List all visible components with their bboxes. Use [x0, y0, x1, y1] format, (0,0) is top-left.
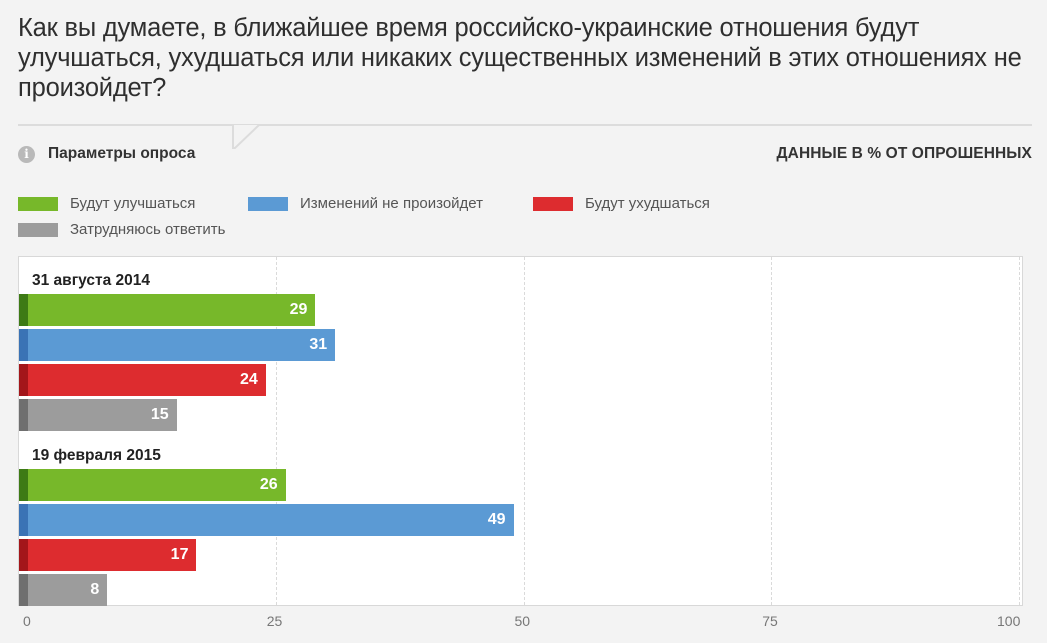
- legend-label-no-change: Изменений не произойдет: [300, 195, 484, 212]
- bar-start-cap: [19, 399, 28, 431]
- bar: 26: [19, 469, 286, 501]
- bar-value-label: 24: [240, 371, 258, 388]
- legend-swatch-improve: [18, 196, 58, 211]
- bar: 15: [19, 399, 177, 431]
- legend-item-undecided[interactable]: Затрудняюсь ответить: [18, 221, 225, 238]
- x-tick-label: 50: [514, 613, 531, 629]
- legend-swatch-worsen: [533, 196, 573, 211]
- bar-value-label: 17: [170, 546, 189, 563]
- x-tick-label: 100: [997, 613, 1021, 629]
- bar-value-label: 8: [90, 581, 100, 598]
- gridline: [1019, 257, 1020, 605]
- gridline: [523, 257, 525, 605]
- x-tick-label: 0: [23, 613, 31, 629]
- bar-value-label: 26: [259, 476, 278, 493]
- bar-start-cap: [19, 329, 28, 361]
- survey-params-toggle[interactable]: i Параметры опроса: [18, 143, 195, 165]
- bar-start-cap: [19, 294, 28, 326]
- bar-value-label: 29: [289, 301, 308, 318]
- legend-label-undecided: Затрудняюсь ответить: [70, 221, 226, 238]
- bar-value-label: 31: [309, 336, 328, 353]
- legend-swatch-no-change: [248, 196, 288, 211]
- bar: 24: [19, 364, 266, 396]
- bar: 17: [19, 539, 197, 571]
- legend-item-improve[interactable]: Будут улучшаться: [18, 195, 195, 212]
- bar-start-cap: [19, 574, 28, 606]
- group-label: 31 августа 2014: [32, 272, 151, 289]
- bar-start-cap: [19, 504, 28, 536]
- chart-plot-area: 31 августа 2014 29 31 24 15 19 февраля 2015 26…: [18, 256, 1023, 606]
- bar-start-cap: [19, 469, 28, 501]
- bar-value-label: 15: [150, 406, 169, 423]
- bar: 49: [19, 504, 514, 536]
- bar-start-cap: [19, 364, 28, 396]
- question-title: Как вы думаете, в ближайшее время россий…: [18, 14, 1022, 102]
- bar: 31: [19, 329, 336, 361]
- survey-params-label: Параметры опроса: [48, 145, 196, 162]
- x-tick-label: 75: [762, 613, 778, 629]
- bar: 8: [19, 574, 108, 606]
- bar-start-cap: [19, 539, 28, 571]
- x-tick-label: 25: [266, 613, 283, 629]
- gridline: [275, 257, 277, 605]
- bar-value-label: 49: [487, 511, 506, 528]
- legend-label-worsen: Будут ухудшаться: [585, 195, 710, 212]
- legend-label-improve: Будут улучшаться: [70, 195, 196, 212]
- group-label: 19 февраля 2015: [32, 447, 161, 464]
- gridline: [771, 257, 773, 605]
- legend-swatch-undecided: [18, 222, 58, 237]
- params-pointer-notch: [232, 124, 260, 149]
- legend-item-no-change[interactable]: Изменений не произойдет: [248, 195, 483, 212]
- legend-item-worsen[interactable]: Будут ухудшаться: [533, 195, 710, 212]
- header-divider: [18, 124, 1032, 126]
- units-note: ДАННЫЕ В % ОТ ОПРОШЕННЫХ: [776, 145, 1032, 162]
- bar: 29: [19, 294, 316, 326]
- info-icon: i: [18, 145, 35, 163]
